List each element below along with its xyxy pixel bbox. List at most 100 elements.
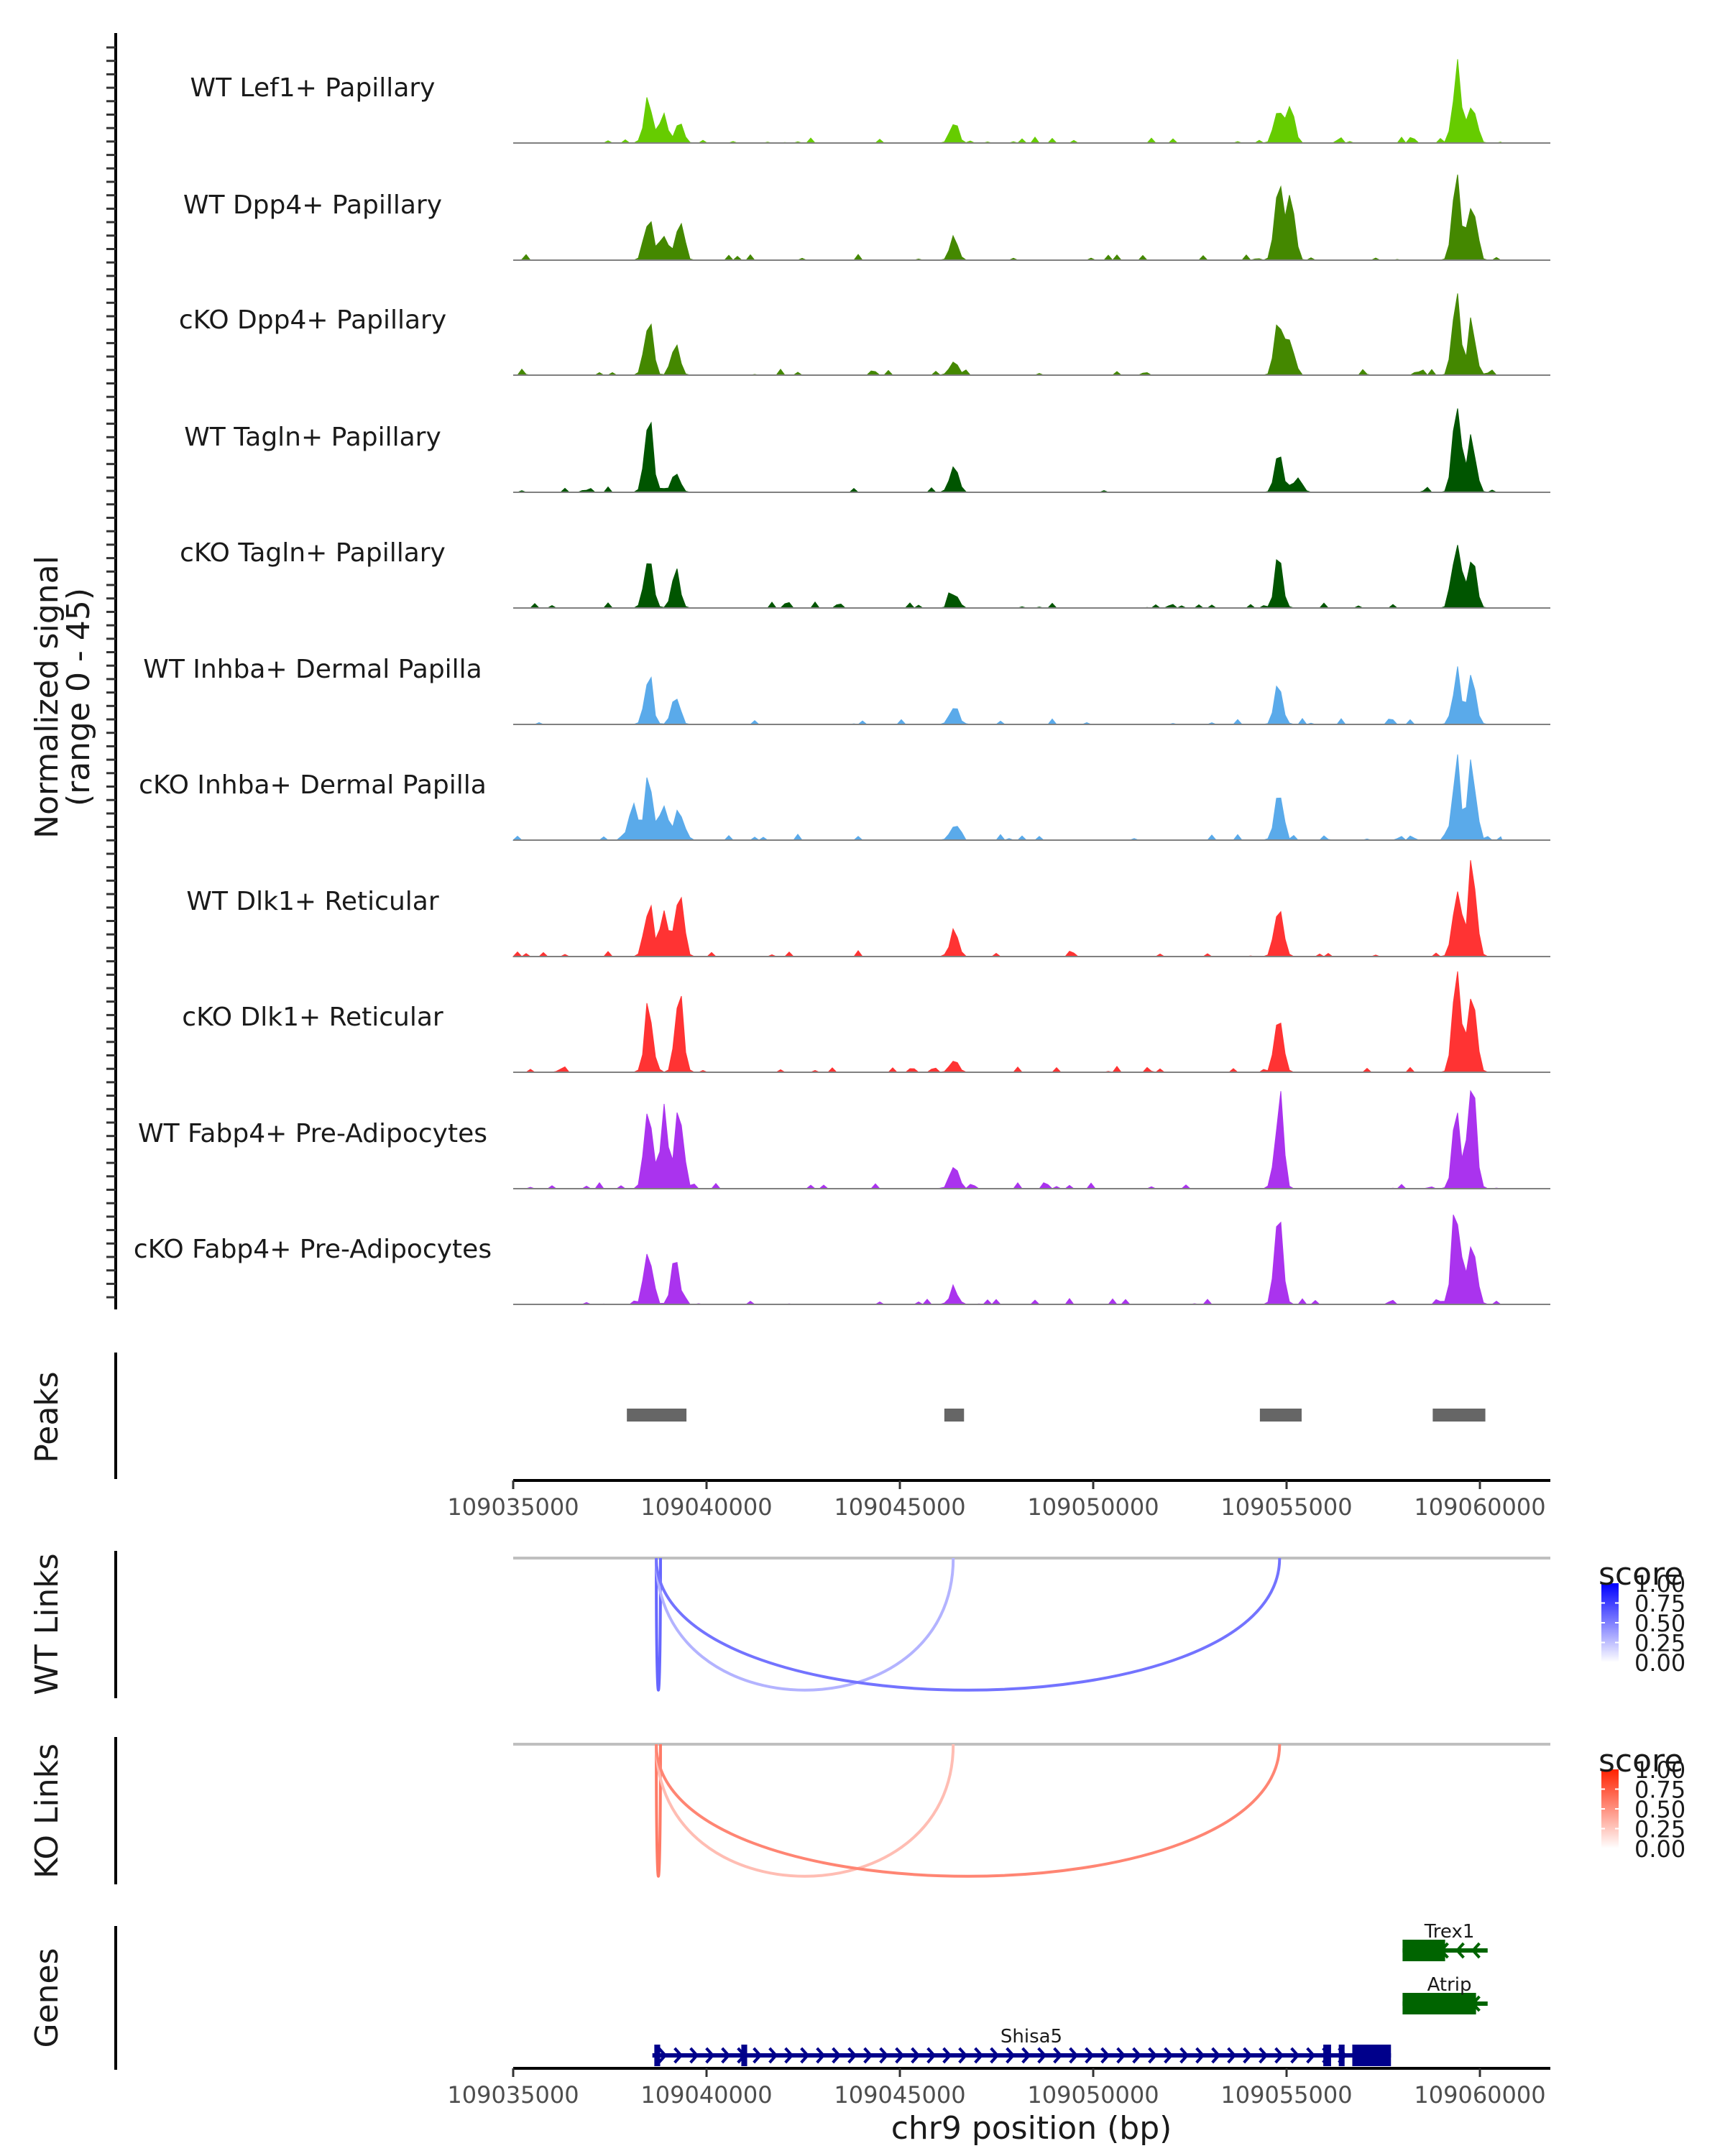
strand-chevron [1274,2047,1284,2064]
ko-links-label: KO Links [29,1743,65,1879]
peaks-label: Peaks [29,1371,65,1462]
track-label: WT Tagln+ Papillary [184,423,441,452]
strand-chevron [1006,2047,1016,2064]
peak-region [627,1409,687,1422]
coverage-area [513,59,1504,144]
gene-exon [741,2045,748,2066]
strand-chevron [1085,2047,1095,2064]
gene-name-label: Trex1 [1424,1921,1475,1943]
strand-chevron [689,2047,699,2064]
coverage-panel: WT Lef1+ Papillary WT Dpp4+ Papillary cKO … [106,33,1550,1309]
track-label: WT Inhba+ Dermal Papilla [143,655,482,684]
strand-chevron [1243,2047,1253,2064]
genes-x-tick-label: 109050000 [1027,2081,1159,2109]
strand-chevron [1471,1942,1481,1959]
legend-tick-label: 0.75 [1634,1777,1685,1804]
strand-chevron [658,2047,668,2064]
coverage-area [513,1215,1502,1305]
strand-chevron [1148,2047,1158,2064]
strand-chevron [768,2047,778,2064]
strand-chevron [926,2047,937,2064]
gene-name-label: Atrip [1427,1974,1472,1996]
strand-chevron [847,2047,857,2064]
genes-panel: Trex1 Atrip Shisa5 109035000 109040000 109045… [114,1921,1550,2109]
peaks-x-tick-label: 109035000 [447,1493,579,1521]
peaks-x-tick-label: 109050000 [1027,1493,1159,1521]
legend-tick-label: 0.00 [1634,1649,1685,1677]
strand-chevron [1195,2047,1205,2064]
strand-chevron [942,2047,952,2064]
track-label: WT Dlk1+ Reticular [186,887,438,916]
strand-chevron [1259,2047,1269,2064]
strand-chevron [895,2047,905,2064]
strand-chevron [1455,1942,1465,1959]
genes-x-tick-label: 109040000 [640,2081,772,2109]
wt-links-label: WT Links [29,1553,65,1695]
legend-tick-label: 0.50 [1634,1796,1685,1823]
wt-links-legend-title: score [1598,1556,1683,1593]
strand-chevron [705,2047,715,2064]
strand-chevron [1306,2047,1316,2064]
strand-chevron [784,2047,794,2064]
strand-chevron [911,2047,921,2064]
track-label: cKO Dlk1+ Reticular [182,1003,443,1032]
coverage-area [513,408,1502,493]
coverage-area [513,174,1502,261]
strand-chevron [863,2047,873,2064]
track-label: cKO Fabp4+ Pre-Adipocytes [134,1235,492,1264]
strand-chevron [958,2047,968,2064]
track-label: WT Fabp4+ Pre-Adipocytes [138,1119,487,1148]
coverage-area [512,860,1502,957]
coverage-area [513,1089,1502,1189]
link-arc [655,1557,1282,1692]
strand-chevron [1021,2047,1031,2064]
strand-chevron [673,2047,684,2064]
track-label: cKO Inhba+ Dermal Papilla [139,770,487,800]
link-arc [655,1743,955,1878]
gene-exon [1402,1993,1476,2014]
track-label: WT Dpp4+ Papillary [183,190,442,220]
genes-label: Genes [29,1948,65,2047]
strand-chevron [1179,2047,1190,2064]
strand-chevron [832,2047,842,2064]
strand-chevron [1116,2047,1126,2064]
links-panels: 1.000.750.500.250.001.000.750.500.250.00 [114,1551,1685,1884]
gene-exon [1352,2045,1392,2066]
peaks-x-tick-label: 109055000 [1220,1493,1352,1521]
strand-chevron [1053,2047,1063,2064]
strand-chevron [990,2047,1000,2064]
link-arc [655,1743,662,1878]
genes-x-tick-label: 109055000 [1220,2081,1352,2109]
strand-chevron [753,2047,763,2064]
coverage-area [513,293,1502,376]
strand-chevron [1132,2047,1142,2064]
strand-chevron [1100,2047,1110,2064]
legend-tick-label: 0.75 [1634,1590,1685,1618]
link-arc [655,1557,955,1692]
x-axis-label: chr9 position (bp) [891,2110,1172,2147]
ko-links-legend-title: score [1598,1743,1683,1779]
strand-chevron [816,2047,826,2064]
strand-chevron [1069,2047,1079,2064]
genes-x-tick-label: 109060000 [1414,2081,1545,2109]
legend-tick-label: 1.00 [1634,1570,1685,1598]
strand-chevron [974,2047,984,2064]
coverage-y-axis-range: (range 0 - 45) [60,588,97,806]
strand-chevron [1211,2047,1221,2064]
track-label: cKO Dpp4+ Papillary [179,305,446,335]
coverage-area [512,754,1503,841]
coverage-area [513,666,1502,725]
legend-tick-label: 0.25 [1634,1630,1685,1657]
legend-tick-label: 0.25 [1634,1816,1685,1843]
gene-exon [1323,2045,1331,2066]
track-label: cKO Tagln+ Papillary [180,538,446,568]
strand-chevron [800,2047,810,2064]
strand-chevron [1227,2047,1237,2064]
strand-chevron [1037,2047,1047,2064]
link-arc [655,1743,1282,1878]
peaks-x-tick-label: 109045000 [834,1493,965,1521]
track-label: WT Lef1+ Papillary [190,73,436,103]
coverage-area [513,545,1502,609]
strand-chevron [1290,2047,1300,2064]
